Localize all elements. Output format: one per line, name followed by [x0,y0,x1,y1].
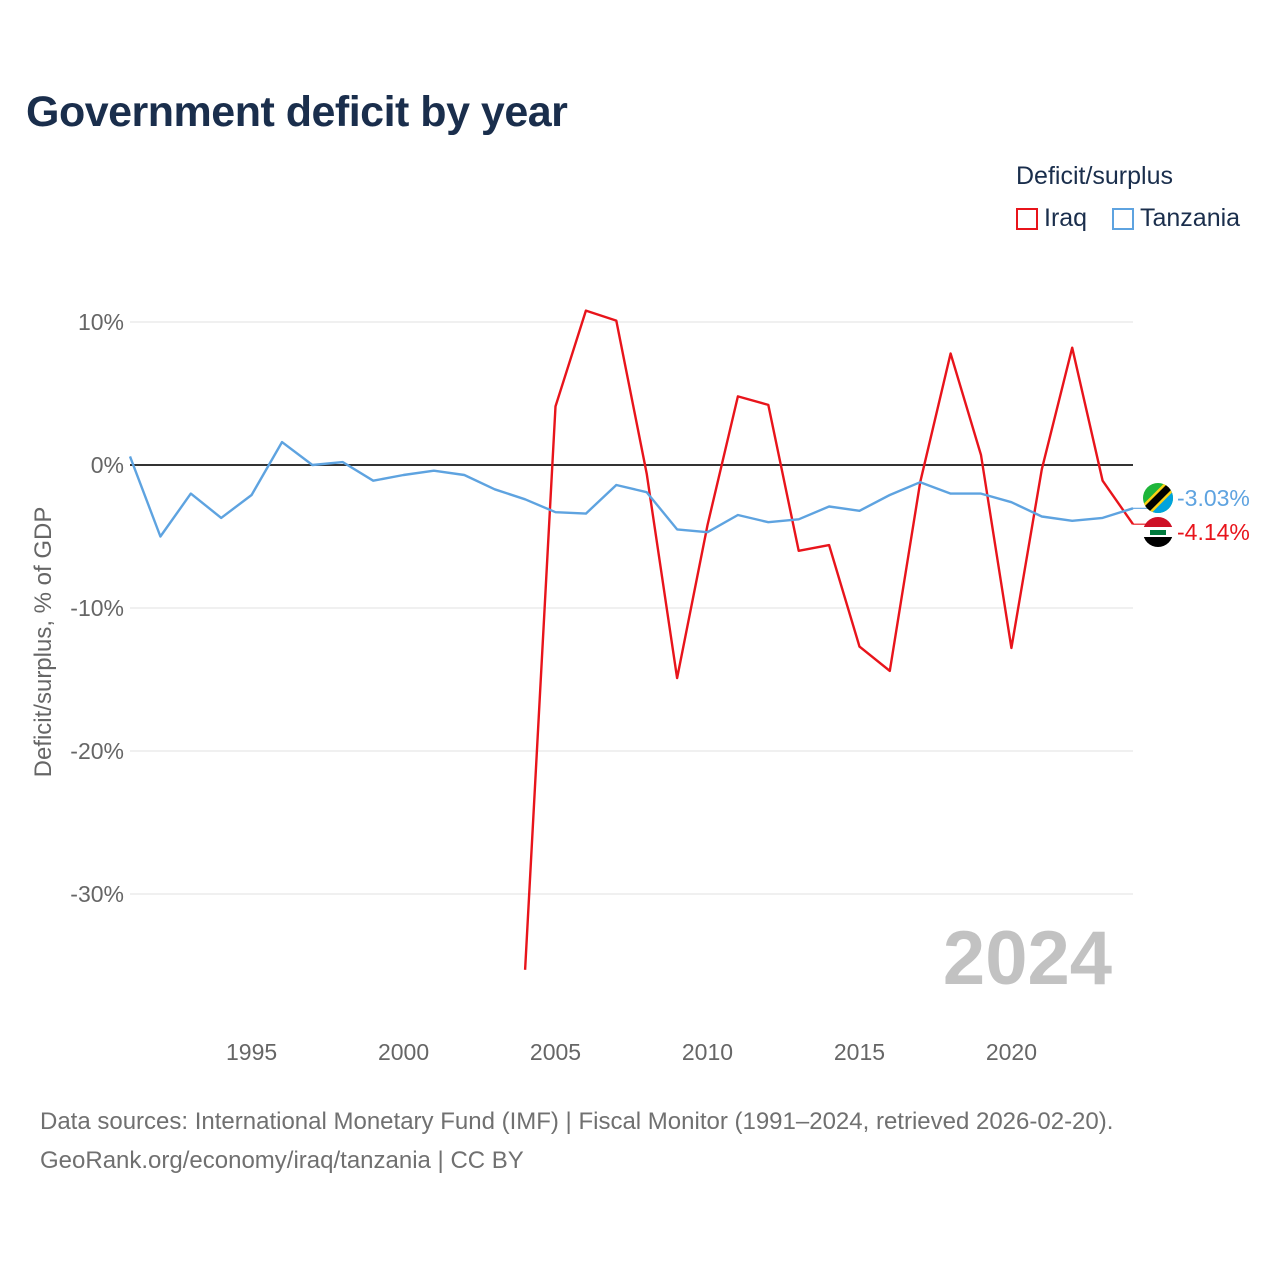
chart-title: Government deficit by year [26,88,568,136]
legend-item-tanzania[interactable]: Tanzania [1112,204,1240,233]
iraq-flag-icon [1143,517,1173,547]
series-lines [128,309,1134,970]
legend-title: Deficit/surplus [1016,162,1173,190]
end-label-iraq: -4.14% [1177,519,1250,545]
tanzania-flag-icon [1143,483,1173,513]
x-tick-label: 2020 [986,1039,1037,1065]
end-label-tanzania: -3.03% [1177,485,1250,511]
y-tick-label: -30% [70,881,124,907]
x-tick-label: 2000 [378,1039,429,1065]
y-axis-label: Deficit/surplus, % of GDP [30,507,57,778]
x-tick-label: 2015 [834,1039,885,1065]
series-line-iraq [523,309,1134,970]
x-tick-label: 1995 [226,1039,277,1065]
legend-label-iraq: Iraq [1044,204,1088,232]
series-line-tanzania [128,440,1134,538]
y-tick-label: -20% [70,738,124,764]
legend-item-iraq[interactable]: Iraq [1016,204,1087,233]
x-tick-label: 2010 [682,1039,733,1065]
watermark-year: 2024 [943,916,1112,1001]
axes: 10% 0% -10% -20% -30% 1995 2000 2005 2010 2015 202… [70,309,1133,1065]
x-tick-label: 2005 [530,1039,581,1065]
series-end-markers: -3.03% -4.14% [1133,483,1250,547]
y-tick-label: 0% [91,452,124,478]
legend-label-tanzania: Tanzania [1140,204,1241,232]
legend-swatch-tanzania [1112,207,1134,230]
legend-swatch-iraq [1016,207,1038,230]
y-tick-label: -10% [70,595,124,621]
grid-lines [130,321,1133,895]
source-url: GeoRank.org/economy/iraq/tanzania | CC B… [40,1147,524,1174]
source-note: Data sources: International Monetary Fun… [40,1108,1114,1135]
y-tick-label: 10% [78,309,124,335]
line-chart: 10% 0% -10% -20% -30% 1995 2000 2005 2010 2015 202… [30,309,1250,1065]
